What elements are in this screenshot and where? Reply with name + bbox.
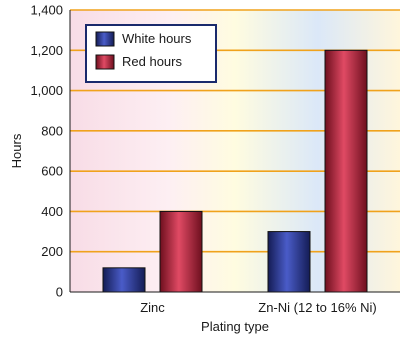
y-tick-label: 600 xyxy=(41,164,63,179)
x-tick-label: Zinc xyxy=(140,300,165,315)
y-tick-label: 0 xyxy=(56,285,63,300)
x-tick-label: Zn-Ni (12 to 16% Ni) xyxy=(258,300,376,315)
legend-swatch xyxy=(95,54,115,70)
y-tick-label: 1,400 xyxy=(30,3,63,18)
y-tick-labels: 0 200 400 600 800 1,000 1,200 1,400 xyxy=(30,3,63,300)
y-tick-label: 200 xyxy=(41,244,63,259)
y-tick-label: 400 xyxy=(41,204,63,219)
bar xyxy=(267,231,311,293)
bar xyxy=(324,49,368,293)
y-tick-label: 1,000 xyxy=(30,83,63,98)
x-tick-labels: Zinc Zn-Ni (12 to 16% Ni) xyxy=(140,300,377,315)
bar xyxy=(159,210,203,293)
bar xyxy=(102,267,146,293)
legend-label: Red hours xyxy=(122,54,182,69)
y-axis-title: Hours xyxy=(9,133,24,168)
x-axis-title: Plating type xyxy=(201,319,269,334)
legend-label: White hours xyxy=(122,31,192,46)
y-tick-label: 800 xyxy=(41,123,63,138)
legend-swatch xyxy=(95,31,115,47)
legend: White hours Red hours xyxy=(85,24,217,83)
axes xyxy=(69,10,400,293)
y-tick-label: 1,200 xyxy=(30,43,63,58)
